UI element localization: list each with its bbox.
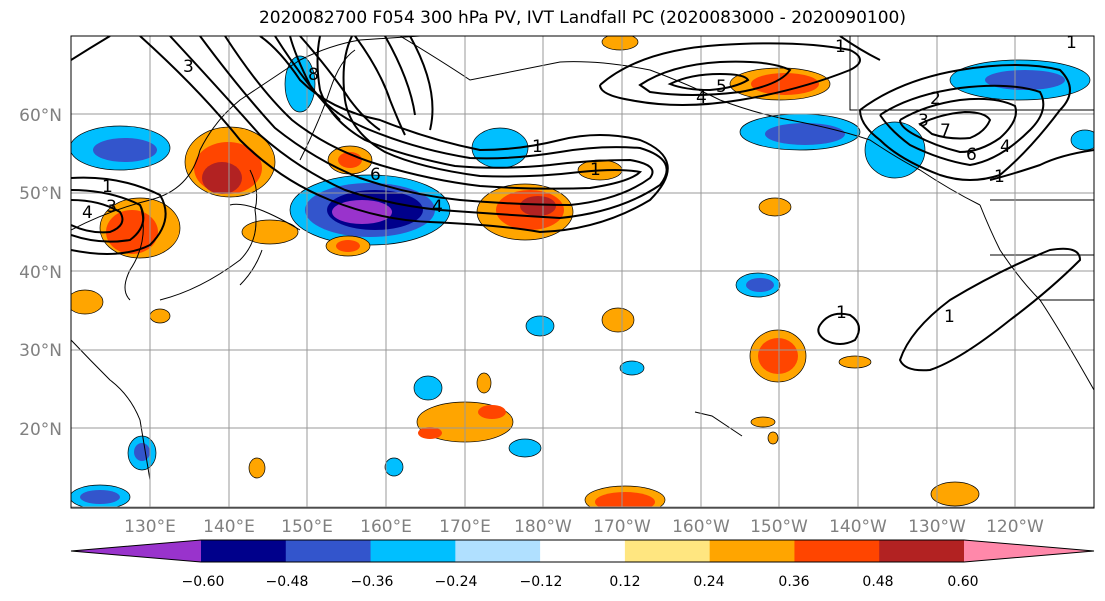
colorbar-tick-0: −0.60: [182, 574, 225, 590]
lat-label-60n: 60°N: [19, 106, 62, 126]
anomaly-pos-small-11: [248, 457, 266, 479]
anomaly-pos-bottom-right: [930, 481, 980, 507]
contour-label-1b: 1: [102, 177, 113, 197]
colorbar-segment-4: [455, 540, 541, 562]
colorbar-segment-8: [794, 540, 880, 562]
contour-label-1h: 1: [590, 160, 601, 180]
colorbar-segment-1: [201, 540, 287, 562]
map-frame: [70, 35, 1095, 509]
lon-label-120w: 120°W: [986, 517, 1044, 537]
anomaly-pos-small-9: [767, 431, 779, 445]
latitude-labels: 60°N 50°N 40°N 30°N 20°N: [19, 106, 62, 440]
colorbar-tick-1: −0.48: [266, 574, 309, 590]
colorbar-segment-0: [71, 540, 201, 562]
map-content: 8 6 4 3 1 1 1 1 1 4 5 2 3 7 6 4 3 1 1 1 …: [71, 33, 1094, 508]
lat-label-20n: 20°N: [19, 420, 62, 440]
lon-label-130e: 130°E: [124, 517, 176, 537]
anomaly-pos-top: [601, 36, 639, 51]
colorbar-segment-7: [709, 540, 795, 562]
colorbar-outline: [70, 539, 1095, 563]
colorbar: [70, 539, 1095, 563]
contour-label-4a: 4: [432, 197, 443, 217]
lat-label-30n: 30°N: [19, 341, 62, 361]
colorbar-segment-3: [370, 540, 456, 562]
lon-label-170w: 170°W: [593, 517, 651, 537]
colorbar-tick-9: 0.60: [947, 574, 978, 590]
anomaly-pos-small-10: [476, 372, 492, 394]
pv-contour-labels: 8 6 4 3 1 1 1 1 1 4 5 2 3 7 6 4 3 1 1 1 …: [82, 33, 1077, 327]
contour-label-1f: 1: [994, 167, 1005, 187]
anomaly-neg-small-2: [619, 360, 645, 376]
anomaly-neg-small-4: [508, 438, 542, 458]
anomaly-pos-small-7: [838, 355, 872, 369]
colorbar-segment-6: [624, 540, 711, 562]
lat-label-50n: 50°N: [19, 184, 62, 204]
contour-label-4d: 4: [1000, 137, 1011, 157]
lon-label-160w: 160°W: [672, 517, 730, 537]
lon-label-180w: 180°W: [514, 517, 572, 537]
contour-label-8: 8: [308, 65, 319, 85]
colorbar-tick-5: 0.12: [609, 574, 640, 590]
colorbar-segment-5: [540, 540, 626, 562]
anomaly-neg-east: [1070, 129, 1094, 151]
colorbar-segment-10: [964, 540, 1094, 562]
colorbar-tick-3: −0.24: [435, 574, 478, 590]
anomaly-neg-small-3: [413, 375, 443, 401]
anomaly-pos-small-5: [758, 197, 792, 217]
contour-label-5: 5: [716, 77, 727, 97]
contour-label-4b: 4: [696, 88, 707, 108]
contour-label-3b: 3: [918, 111, 929, 131]
contour-label-1g: 1: [1066, 33, 1077, 53]
contour-label-1c: 1: [835, 37, 846, 57]
colorbar-tick-2: −0.36: [351, 574, 394, 590]
anomaly-pos-small-12: [71, 289, 104, 315]
lon-label-150w: 150°W: [750, 517, 808, 537]
anomaly-neg-bc: [864, 121, 926, 179]
lon-label-140e: 140°E: [203, 517, 255, 537]
contour-label-6: 6: [370, 165, 381, 185]
anomaly-neg-small-5: [384, 457, 404, 477]
colorbar-segment-9: [879, 540, 965, 562]
contour-label-3c: 3: [106, 197, 117, 217]
lon-label-140w: 140°W: [829, 517, 887, 537]
pv-contours: [71, 36, 1094, 372]
colorbar-tick-8: 0.48: [862, 574, 893, 590]
anomaly-neg-small-1: [525, 315, 555, 337]
lat-label-40n: 40°N: [19, 263, 62, 283]
contour-label-7: 7: [940, 121, 951, 141]
lon-label-160e: 160°E: [360, 517, 412, 537]
contour-label-1e: 1: [944, 307, 955, 327]
contour-label-6b: 6: [966, 145, 977, 165]
lon-label-130w: 130°W: [908, 517, 966, 537]
contour-label-3a: 3: [183, 57, 194, 77]
anomaly-pos-small-8: [750, 416, 776, 428]
colorbar-tick-7: 0.36: [778, 574, 809, 590]
anomaly-pos-small-13: [149, 308, 171, 324]
colorbar-tick-4: −0.12: [520, 574, 563, 590]
longitude-labels: 130°E 140°E 150°E 160°E 170°E 180°W 170°…: [124, 517, 1044, 537]
anomaly-pos-small-6: [601, 307, 635, 333]
graticule: [71, 36, 1094, 508]
colorbar-tick-6: 0.24: [693, 574, 724, 590]
contour-label-1a: 1: [532, 137, 543, 157]
map-title: 2020082700 F054 300 hPa PV, IVT Landfall…: [258, 8, 906, 28]
lon-label-150e: 150°E: [281, 517, 333, 537]
colorbar-segment-2: [285, 540, 372, 562]
shaded-anomalies: [71, 36, 1094, 508]
colorbar-ticks: −0.60 −0.48 −0.36 −0.24 −0.12 0.12 0.24 …: [182, 574, 979, 590]
contour-label-4c: 4: [82, 203, 93, 223]
contour-label-1d: 1: [836, 303, 847, 323]
contour-label-2: 2: [930, 89, 941, 109]
lon-label-170e: 170°E: [439, 517, 491, 537]
